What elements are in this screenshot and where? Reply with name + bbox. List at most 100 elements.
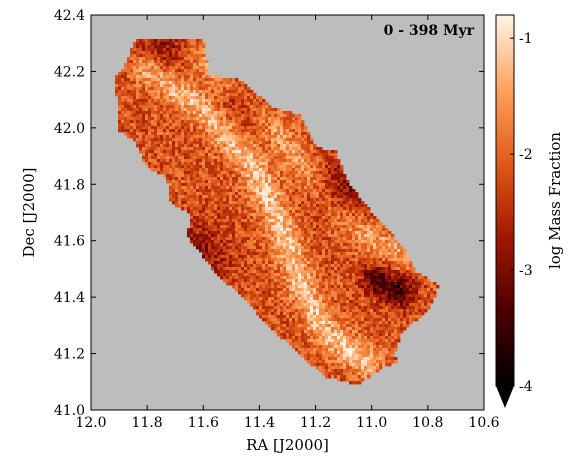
map-cell <box>226 168 230 172</box>
map-cell <box>160 111 164 115</box>
map-cell <box>319 285 323 289</box>
map-cell <box>253 294 257 298</box>
map-cell <box>331 174 335 178</box>
map-cell <box>301 180 305 184</box>
map-cell <box>226 249 230 253</box>
map-cell <box>247 135 251 139</box>
map-cell <box>316 153 320 157</box>
map-cell <box>346 183 350 187</box>
map-cell <box>208 84 212 88</box>
map-cell <box>304 273 308 277</box>
map-cell <box>334 168 338 172</box>
map-cell <box>298 147 302 151</box>
map-cell <box>151 156 155 160</box>
map-cell <box>337 297 341 301</box>
map-cell <box>307 135 311 139</box>
map-cell <box>166 165 170 169</box>
map-cell <box>217 111 221 115</box>
map-cell <box>196 87 200 91</box>
map-cell <box>349 252 353 256</box>
map-cell <box>181 48 185 52</box>
map-cell <box>139 108 143 112</box>
map-cell <box>271 144 275 148</box>
map-cell <box>328 201 332 205</box>
map-cell <box>130 102 134 106</box>
map-cell <box>172 102 176 106</box>
map-cell <box>136 87 140 91</box>
map-cell <box>313 168 317 172</box>
map-cell <box>340 216 344 220</box>
map-cell <box>286 156 290 160</box>
map-cell <box>241 192 245 196</box>
map-cell <box>265 255 269 259</box>
map-cell <box>205 204 209 208</box>
map-cell <box>172 147 176 151</box>
map-cell <box>283 168 287 172</box>
map-cell <box>217 189 221 193</box>
map-cell <box>325 204 329 208</box>
map-cell <box>154 42 158 46</box>
map-cell <box>133 51 137 55</box>
map-cell <box>136 66 140 70</box>
map-cell <box>310 207 314 211</box>
map-cell <box>364 246 368 250</box>
map-cell <box>334 192 338 196</box>
map-cell <box>313 243 317 247</box>
map-cell <box>202 93 206 97</box>
map-cell <box>316 258 320 262</box>
map-cell <box>388 279 392 283</box>
map-cell <box>118 105 122 109</box>
map-cell <box>268 216 272 220</box>
map-cell <box>181 90 185 94</box>
map-cell <box>403 255 407 259</box>
map-cell <box>259 108 263 112</box>
map-cell <box>298 273 302 277</box>
map-cell <box>289 261 293 265</box>
map-cell <box>337 249 341 253</box>
map-cell <box>403 270 407 274</box>
map-cell <box>184 186 188 190</box>
map-cell <box>331 150 335 154</box>
map-cell <box>190 75 194 79</box>
map-cell <box>169 138 173 142</box>
map-cell <box>241 240 245 244</box>
map-cell <box>253 258 257 262</box>
map-cell <box>325 240 329 244</box>
map-cell <box>148 63 152 67</box>
map-cell <box>271 189 275 193</box>
map-cell <box>274 204 278 208</box>
map-cell <box>196 192 200 196</box>
map-cell <box>256 183 260 187</box>
map-cell <box>145 141 149 145</box>
map-cell <box>316 282 320 286</box>
map-cell <box>160 147 164 151</box>
map-cell <box>397 300 401 304</box>
map-cell <box>295 294 299 298</box>
map-cell <box>121 84 125 88</box>
map-cell <box>307 156 311 160</box>
map-cell <box>415 288 419 292</box>
map-cell <box>199 219 203 223</box>
map-cell <box>136 120 140 124</box>
map-cell <box>322 252 326 256</box>
map-cell <box>349 273 353 277</box>
map-cell <box>274 237 278 241</box>
map-cell <box>250 186 254 190</box>
map-cell <box>199 108 203 112</box>
map-cell <box>244 231 248 235</box>
map-cell <box>220 267 224 271</box>
map-cell <box>340 207 344 211</box>
map-cell <box>334 264 338 268</box>
map-cell <box>349 237 353 241</box>
map-cell <box>367 252 371 256</box>
map-cell <box>178 159 182 163</box>
map-cell <box>163 63 167 67</box>
map-cell <box>340 174 344 178</box>
map-cell <box>211 189 215 193</box>
map-cell <box>289 192 293 196</box>
map-cell <box>316 297 320 301</box>
map-cell <box>187 189 191 193</box>
map-cell <box>193 225 197 229</box>
map-cell <box>232 225 236 229</box>
map-cell <box>280 162 284 166</box>
